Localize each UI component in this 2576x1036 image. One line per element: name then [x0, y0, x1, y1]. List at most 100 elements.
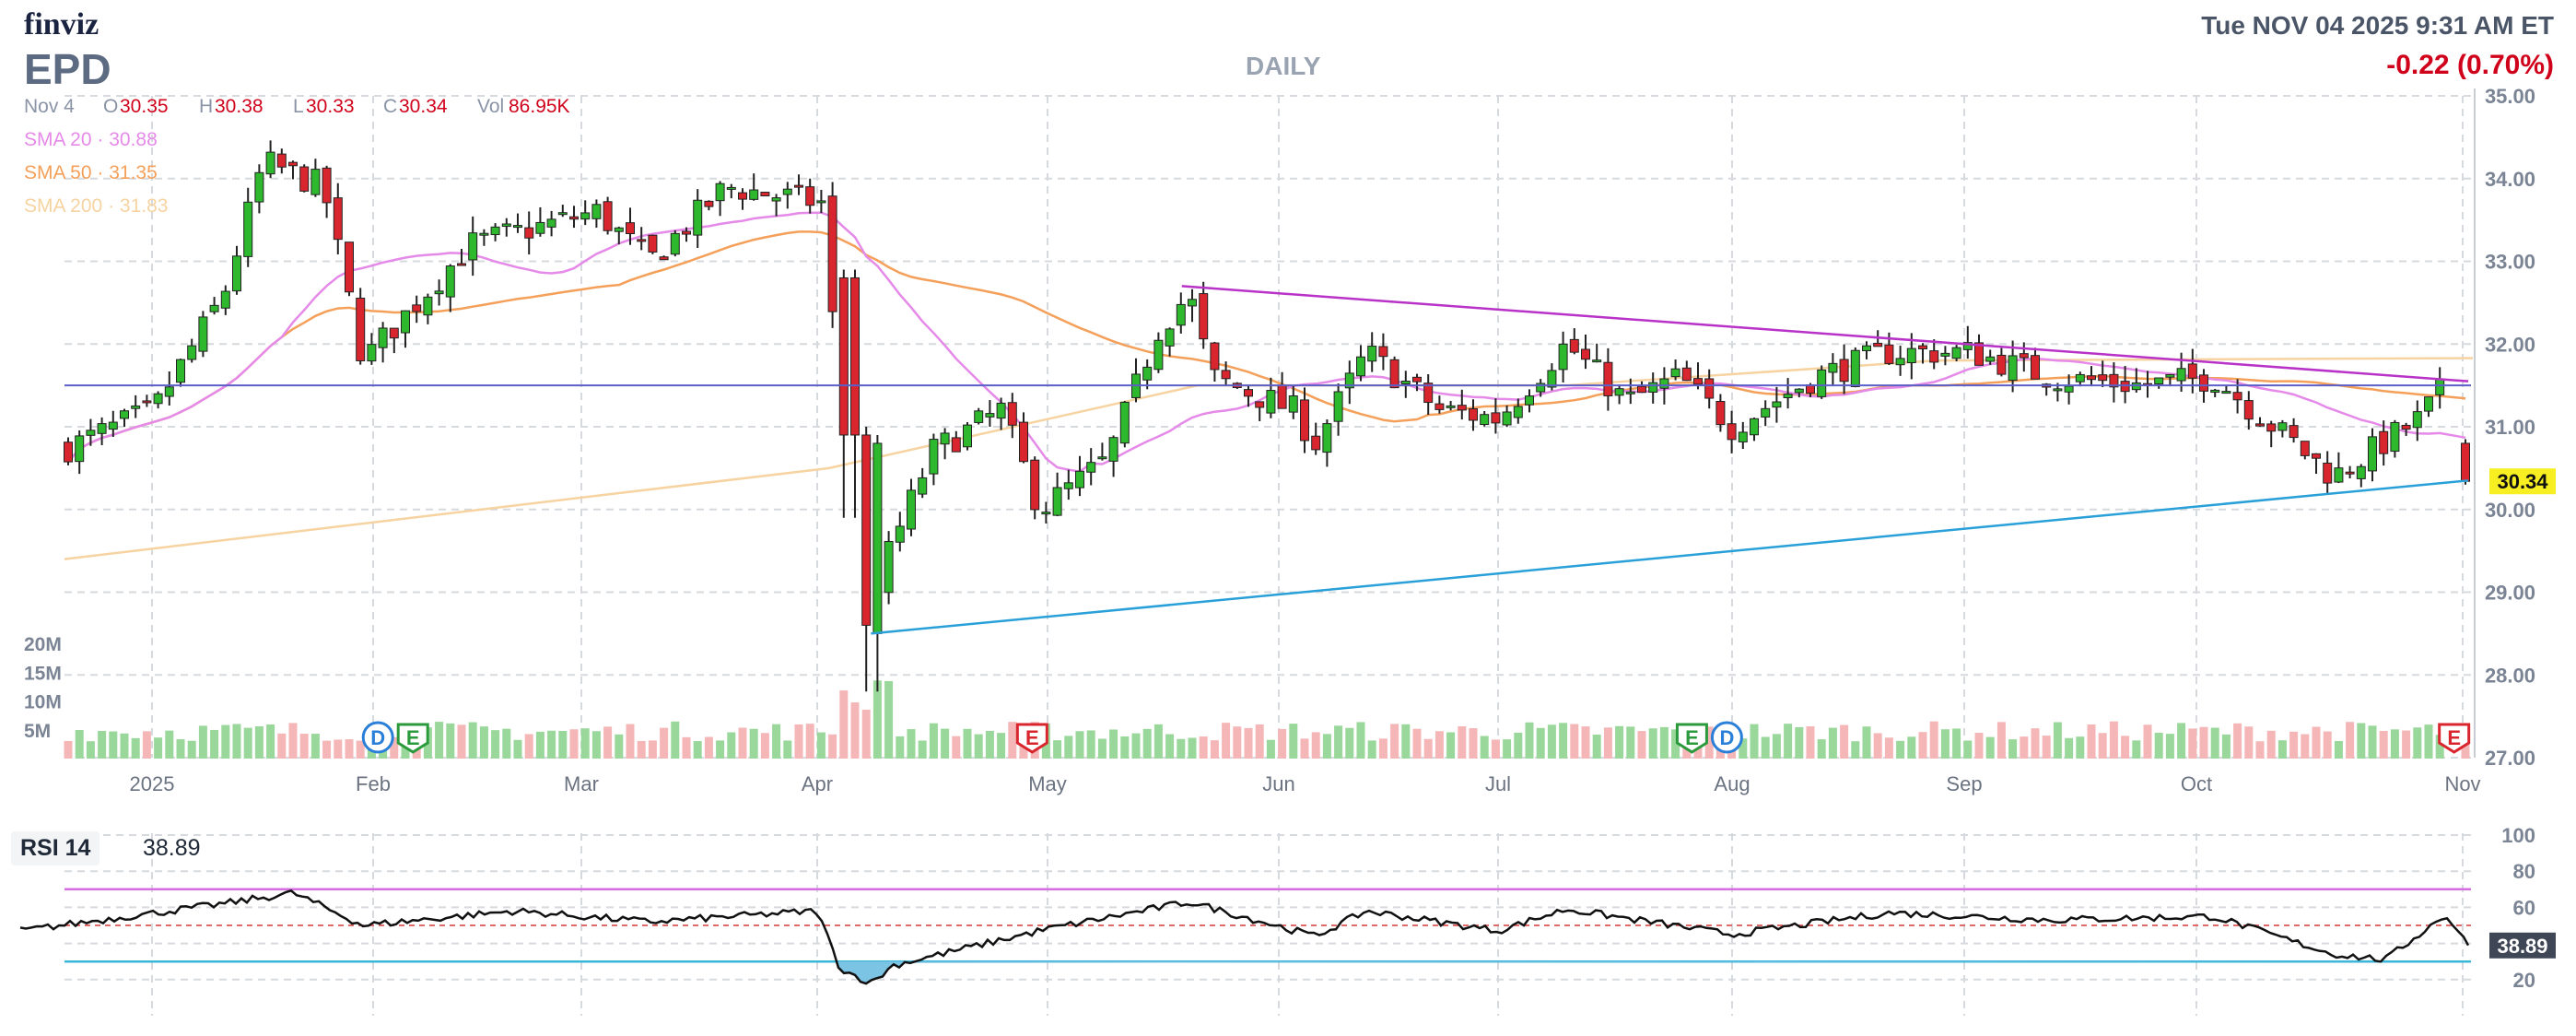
timeframe-label: DAILY	[1246, 52, 1321, 80]
candle-body	[1828, 362, 1838, 373]
volume-bar	[446, 723, 455, 759]
candle-body	[1727, 423, 1737, 441]
candle-body	[1648, 382, 1658, 393]
volume-bar	[615, 734, 624, 759]
volume-tick-label: 10M	[24, 692, 62, 713]
axis-labels: 35.00 34.00 33.00 32.00 31.00 30.00 29.00 28.00…	[24, 85, 2556, 795]
volume-bar	[1075, 731, 1084, 759]
volume-bar	[1008, 722, 1017, 759]
candle-body	[1536, 383, 1546, 393]
dividend-marker[interactable]: D	[361, 721, 394, 754]
trendlines	[64, 285, 2471, 635]
candle-body	[1378, 346, 1388, 358]
volume-bar	[1401, 724, 1411, 759]
candle-body	[1041, 512, 1051, 515]
volume-bar	[872, 680, 882, 759]
volume-bar	[2121, 736, 2130, 759]
candle-body	[738, 192, 747, 200]
candle-body	[704, 200, 714, 207]
volume-bar	[974, 734, 983, 759]
volume-bar	[1615, 725, 1624, 759]
volume-bar	[760, 733, 769, 759]
volume-bar	[1637, 731, 1646, 759]
volume-bar	[2277, 740, 2287, 759]
volume-bar	[299, 734, 309, 759]
volume-bar	[513, 739, 522, 759]
candle-body	[1199, 293, 1209, 340]
volume-bar	[401, 741, 410, 759]
candle-body	[288, 161, 298, 167]
candle-body	[479, 232, 489, 236]
earnings-marker[interactable]: E	[1015, 723, 1048, 754]
candle-body	[1895, 358, 1905, 366]
candle-body	[1176, 303, 1186, 326]
candle-body	[1052, 487, 1062, 516]
sma20-value: 30.88	[109, 129, 158, 150]
candle-body	[389, 327, 399, 339]
volume-bar	[2301, 734, 2310, 759]
finviz-logo[interactable]: finviz	[24, 7, 100, 41]
candle-body	[2187, 363, 2197, 379]
volume-bars	[64, 680, 2470, 759]
volume-bar	[1873, 733, 1882, 759]
sma50-value: 31.35	[109, 162, 158, 183]
candle-body	[2401, 424, 2411, 430]
volume-bar	[1817, 739, 1826, 759]
volume-bar	[142, 731, 151, 759]
candle-body	[2210, 389, 2220, 394]
month-tick-label: Jul	[1485, 772, 1511, 795]
last-price-label: 30.34	[2497, 470, 2548, 493]
volume-bar	[120, 733, 129, 759]
candle-body	[1817, 369, 1827, 397]
candle-body	[715, 182, 725, 202]
earnings-marker[interactable]: E	[396, 723, 429, 754]
ohlc-open-label: O	[103, 96, 119, 117]
candle-body	[1750, 418, 1759, 436]
earnings-marker[interactable]: E	[1675, 723, 1708, 754]
rsi-indicator-label[interactable]: RSI 14	[11, 831, 100, 865]
candle-body	[1221, 370, 1231, 380]
volume-bar	[2323, 731, 2332, 759]
volume-bar	[86, 741, 95, 759]
ohlc-volume-label: Vol	[477, 96, 505, 117]
volume-bar	[98, 730, 107, 759]
candle-body	[1502, 411, 1512, 426]
volume-bar	[345, 739, 354, 759]
sma50-label: SMA 50	[24, 162, 92, 183]
volume-bar	[2143, 724, 2152, 759]
candle-body	[670, 232, 680, 255]
volume-bar	[2266, 730, 2276, 759]
volume-bar	[985, 730, 994, 759]
volume-bar	[1266, 739, 1275, 759]
volume-bar	[2390, 729, 2399, 759]
earnings-badge-shape	[396, 723, 429, 754]
candle-body	[682, 230, 691, 235]
rsi-tick-label: 60	[2513, 896, 2535, 919]
candle-body	[985, 413, 995, 418]
month-tick-label: 2025	[130, 772, 175, 795]
candle-body	[1681, 367, 1692, 382]
volume-bar	[64, 740, 73, 759]
candle-body	[591, 204, 602, 219]
volume-bar	[221, 724, 230, 759]
volume-bar	[2154, 733, 2163, 759]
candle-body	[220, 290, 230, 309]
volume-bar	[1862, 726, 1871, 759]
volume-bar	[637, 740, 646, 759]
candle-body	[2165, 373, 2175, 378]
volume-bar	[1828, 727, 1837, 759]
volume-bar	[580, 728, 590, 759]
volume-bar	[1255, 724, 1264, 759]
volume-bar	[2221, 734, 2231, 759]
ticker-symbol: EPD	[24, 45, 111, 93]
candle-body	[2109, 373, 2119, 388]
dividend-marker[interactable]: D	[1710, 721, 1743, 754]
volume-bar	[1750, 724, 1759, 759]
earnings-marker[interactable]: E	[2438, 723, 2471, 754]
price-tick-label: 35.00	[2485, 85, 2535, 108]
volume-bar	[1704, 726, 1714, 759]
candle-body	[2289, 425, 2299, 439]
volume-bar	[2210, 727, 2219, 759]
